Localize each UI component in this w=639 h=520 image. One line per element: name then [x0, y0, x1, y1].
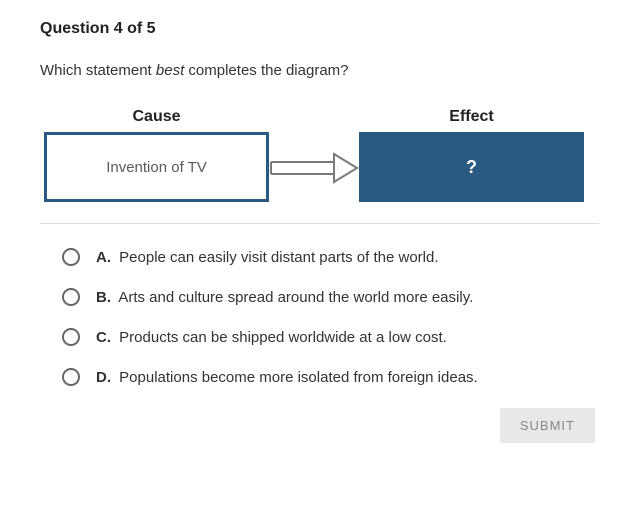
option-c[interactable]: C. Products can be shipped worldwide at …	[62, 328, 599, 346]
cause-column: Cause Invention of TV	[44, 108, 269, 202]
cause-label: Cause	[132, 108, 180, 126]
radio-icon	[62, 248, 80, 266]
cause-effect-diagram: Cause Invention of TV Effect ?	[40, 107, 599, 203]
question-prompt: Which statement best completes the diagr…	[40, 62, 599, 79]
option-label: D. Populations become more isolated from…	[96, 369, 478, 386]
question-prefix: Which statement	[40, 62, 156, 79]
option-a[interactable]: A. People can easily visit distant parts…	[62, 248, 599, 266]
question-italic: best	[156, 62, 184, 79]
effect-column: Effect ?	[359, 108, 584, 202]
option-letter: C.	[96, 329, 111, 346]
option-text: Products can be shipped worldwide at a l…	[119, 329, 447, 346]
submit-button[interactable]: SUBMIT	[500, 408, 595, 443]
effect-label: Effect	[449, 108, 493, 126]
effect-box: ?	[359, 132, 584, 202]
radio-icon	[62, 368, 80, 386]
submit-row: SUBMIT	[40, 408, 599, 443]
option-letter: B.	[96, 289, 111, 306]
question-suffix: completes the diagram?	[184, 62, 348, 79]
cause-box: Invention of TV	[44, 132, 269, 202]
option-label: C. Products can be shipped worldwide at …	[96, 329, 447, 346]
answer-options: A. People can easily visit distant parts…	[40, 248, 599, 386]
option-d[interactable]: D. Populations become more isolated from…	[62, 368, 599, 386]
question-number: Question 4 of 5	[40, 20, 599, 38]
option-label: B. Arts and culture spread around the wo…	[96, 289, 473, 306]
radio-icon	[62, 328, 80, 346]
option-text: Arts and culture spread around the world…	[118, 289, 473, 306]
option-text: Populations become more isolated from fo…	[119, 369, 478, 386]
option-letter: A.	[96, 249, 111, 266]
arrow-icon	[269, 133, 359, 203]
option-text: People can easily visit distant parts of…	[119, 249, 438, 266]
radio-icon	[62, 288, 80, 306]
option-b[interactable]: B. Arts and culture spread around the wo…	[62, 288, 599, 306]
option-label: A. People can easily visit distant parts…	[96, 249, 439, 266]
option-letter: D.	[96, 369, 111, 386]
divider	[40, 223, 599, 224]
